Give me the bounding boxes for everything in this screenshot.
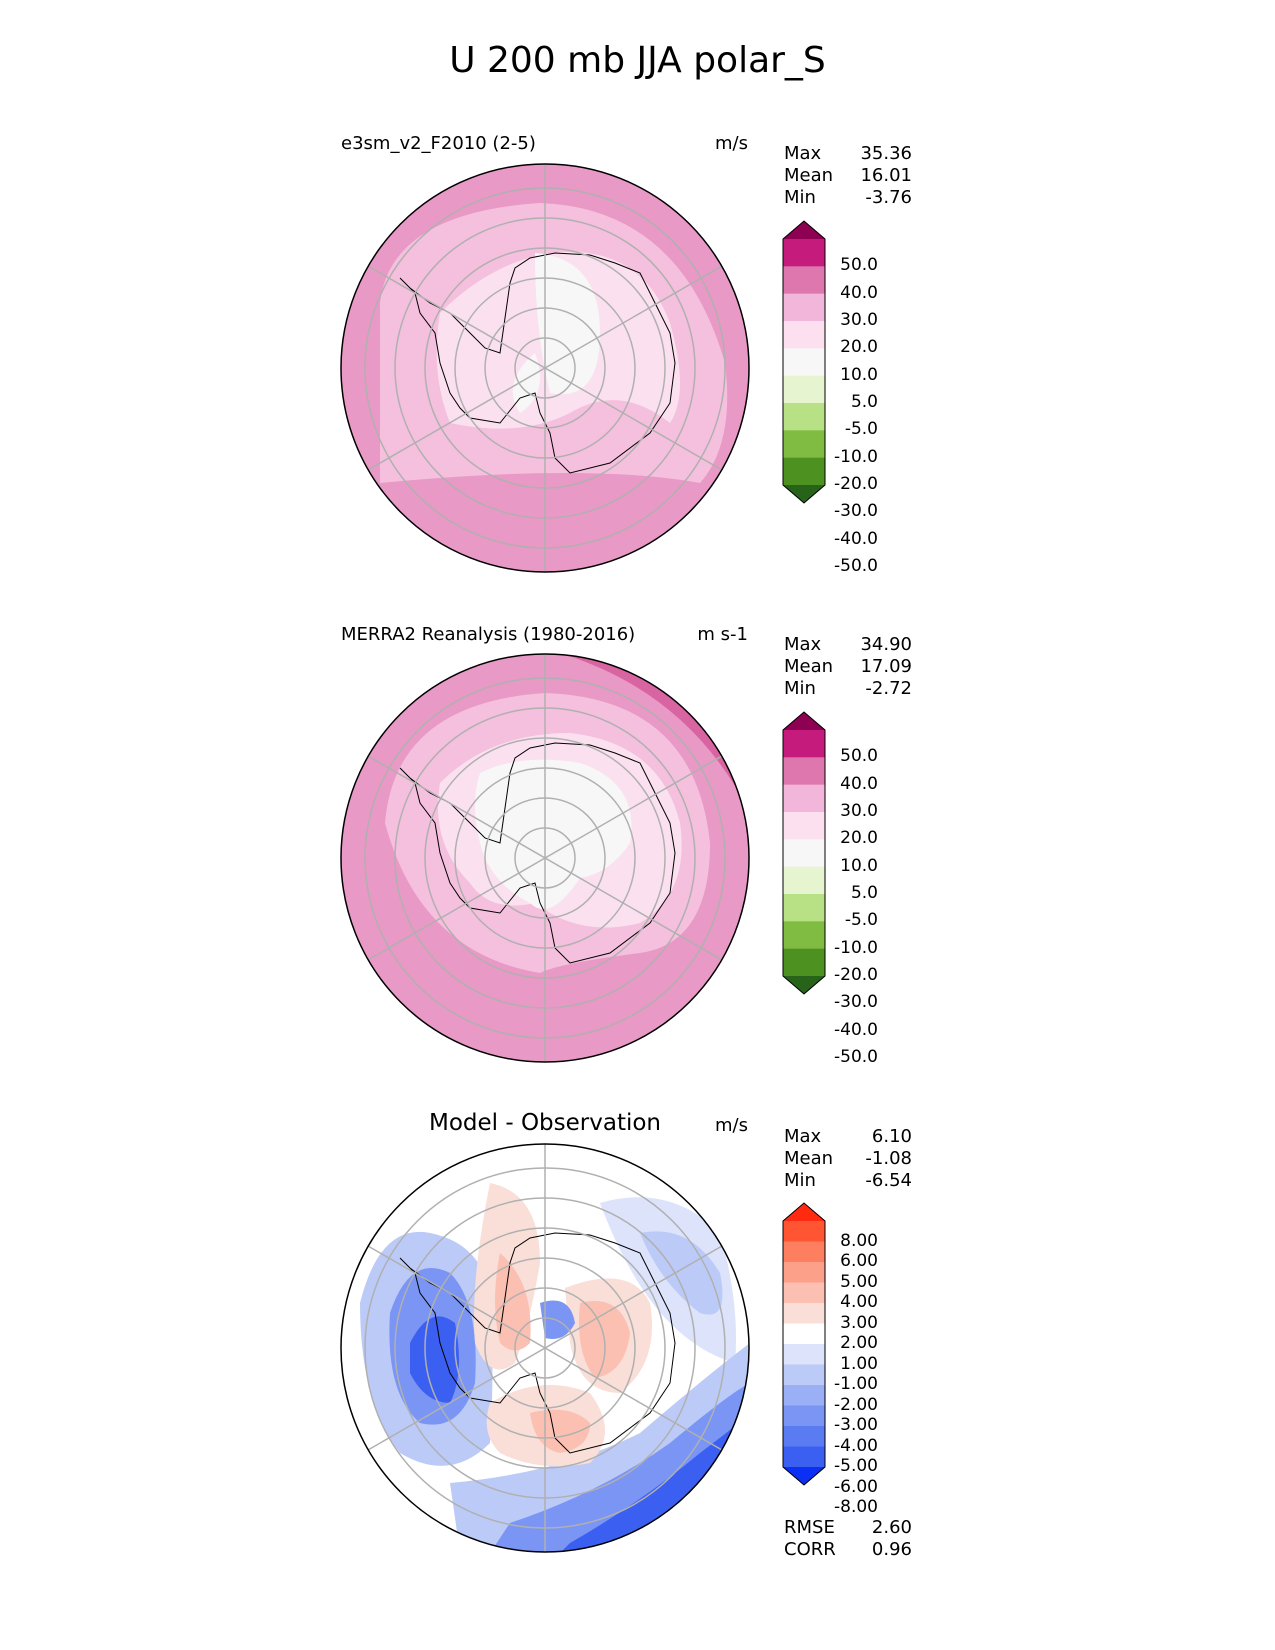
- colorbar-segment: [783, 266, 825, 295]
- colorbar-tick-label: -50.0: [834, 1047, 878, 1067]
- colorbar-segment: [783, 348, 825, 377]
- colorbar-tick-label: -5.0: [844, 419, 878, 440]
- colorbar-tick-label: 20.0: [840, 337, 878, 358]
- colorbar-tick-label: 30.0: [840, 310, 878, 330]
- colorbar-segment: [783, 1364, 825, 1386]
- colorbar-extend-top: [783, 712, 825, 730]
- panel-2-stats: Max 34.90 Mean 17.09 Min -2.72: [784, 634, 912, 699]
- colorbar-tick-label: 50.0: [840, 255, 878, 276]
- colorbar-tick-label: -1.00: [834, 1374, 878, 1394]
- colorbar-tick-label: -30.0: [834, 501, 878, 522]
- colorbar-segment: [783, 321, 825, 349]
- colorbar-segment: [783, 894, 825, 922]
- polar-map-model: [340, 163, 750, 573]
- colorbar-segment: [783, 430, 825, 459]
- colorbar-segment: [783, 948, 825, 977]
- colorbar-tick-label: -30.0: [834, 992, 878, 1013]
- colorbar-segment: [783, 839, 825, 868]
- colorbar-segment: [783, 757, 825, 786]
- colorbar-tick-label: -40.0: [834, 1019, 878, 1040]
- colorbar-tick-label: -10.0: [834, 937, 878, 958]
- figure-title: U 200 mb JJA polar_S: [449, 40, 826, 81]
- panel-3-units: m/s: [715, 1115, 748, 1136]
- colorbar-tick-label: 30.0: [840, 801, 878, 821]
- colorbar-tick-label: 8.00: [840, 1230, 878, 1251]
- colorbar-segment: [783, 730, 825, 758]
- colorbar-tick-label: -10.0: [834, 446, 878, 467]
- colorbar-segment: [783, 812, 825, 840]
- polar-map-observation: [340, 653, 750, 1063]
- colorbar-tick-label: 5.00: [840, 1271, 878, 1292]
- colorbar-segment: [783, 1426, 825, 1447]
- colorbar-segment: [783, 293, 825, 322]
- colorbar-tick-label: 4.00: [840, 1292, 878, 1312]
- colorbar-tick-label: 2.00: [840, 1333, 878, 1353]
- colorbar-outline: [782, 711, 826, 995]
- colorbar-tick-label: 40.0: [840, 282, 878, 303]
- colorbar-tick-label: 10.0: [840, 855, 878, 876]
- colorbar-extend-bottom: [783, 976, 825, 994]
- panel-2-label: MERRA2 Reanalysis (1980-2016): [341, 624, 636, 645]
- colorbar-tick-label: -5.0: [844, 910, 878, 931]
- colorbar-outline: [782, 1202, 826, 1486]
- colorbar-segment: [783, 1385, 825, 1406]
- colorbar-extend-top: [783, 221, 825, 239]
- panel-1-label: e3sm_v2_F2010 (2-5): [341, 133, 536, 154]
- colorbar-segment: [783, 1241, 825, 1263]
- colorbar-tick-label: -3.00: [834, 1415, 878, 1435]
- colorbar-segment: [783, 1303, 825, 1324]
- panel-2-colorbar: [782, 711, 826, 995]
- panel-3-error-stats: RMSE 2.60 CORR 0.96: [784, 1517, 912, 1560]
- colorbar-tick-label: 6.00: [840, 1251, 878, 1271]
- colorbar-segment: [783, 1446, 825, 1468]
- colorbar-tick-label: -6.00: [834, 1476, 878, 1497]
- colorbar-segment: [783, 1323, 825, 1345]
- panel-1-colorbar: [782, 220, 826, 504]
- colorbar-tick-label: 3.00: [840, 1312, 878, 1333]
- colorbar-segment: [783, 1405, 825, 1427]
- panel-3-title: Model - Observation: [428, 1110, 662, 1136]
- colorbar-segment: [783, 375, 825, 404]
- colorbar-tick-label: 20.0: [840, 828, 878, 849]
- colorbar-tick-label: 10.0: [840, 364, 878, 385]
- colorbar-segment: [783, 784, 825, 813]
- colorbar-segment: [783, 457, 825, 486]
- panel-1-stats: Max 35.36 Mean 16.01 Min -3.76: [784, 143, 912, 208]
- panel-3-stats: Max 6.10 Mean -1.08 Min -6.54: [784, 1126, 912, 1191]
- colorbar-tick-label: -8.00: [834, 1497, 878, 1517]
- colorbar-tick-label: -4.00: [834, 1435, 878, 1456]
- colorbar-tick-label: 40.0: [840, 773, 878, 794]
- colorbar-tick-label: 50.0: [840, 746, 878, 767]
- colorbar-extend-bottom: [783, 485, 825, 503]
- panel-3-colorbar: [782, 1202, 826, 1486]
- polar-map-difference: [340, 1143, 750, 1553]
- colorbar-tick-label: 1.00: [840, 1353, 878, 1374]
- colorbar-segment: [783, 239, 825, 267]
- colorbar-tick-label: -20.0: [834, 965, 878, 985]
- colorbar-tick-label: -20.0: [834, 474, 878, 494]
- colorbar-tick-label: 5.0: [850, 392, 878, 412]
- colorbar-outline: [782, 220, 826, 504]
- panel-2-units: m s-1: [697, 624, 748, 645]
- colorbar-segment: [783, 1221, 825, 1242]
- colorbar-extend-top: [783, 1203, 825, 1221]
- colorbar-extend-bottom: [783, 1467, 825, 1485]
- colorbar-segment: [783, 403, 825, 431]
- colorbar-segment: [783, 921, 825, 950]
- colorbar-tick-label: -40.0: [834, 528, 878, 549]
- colorbar-tick-label: -5.00: [834, 1456, 878, 1476]
- panel-1-units: m/s: [715, 133, 748, 154]
- colorbar-segment: [783, 1344, 825, 1365]
- colorbar-tick-label: -50.0: [834, 556, 878, 576]
- colorbar-segment: [783, 1262, 825, 1283]
- colorbar-segment: [783, 1282, 825, 1304]
- colorbar-tick-label: -2.00: [834, 1394, 878, 1415]
- colorbar-segment: [783, 866, 825, 895]
- colorbar-tick-label: 5.0: [850, 883, 878, 903]
